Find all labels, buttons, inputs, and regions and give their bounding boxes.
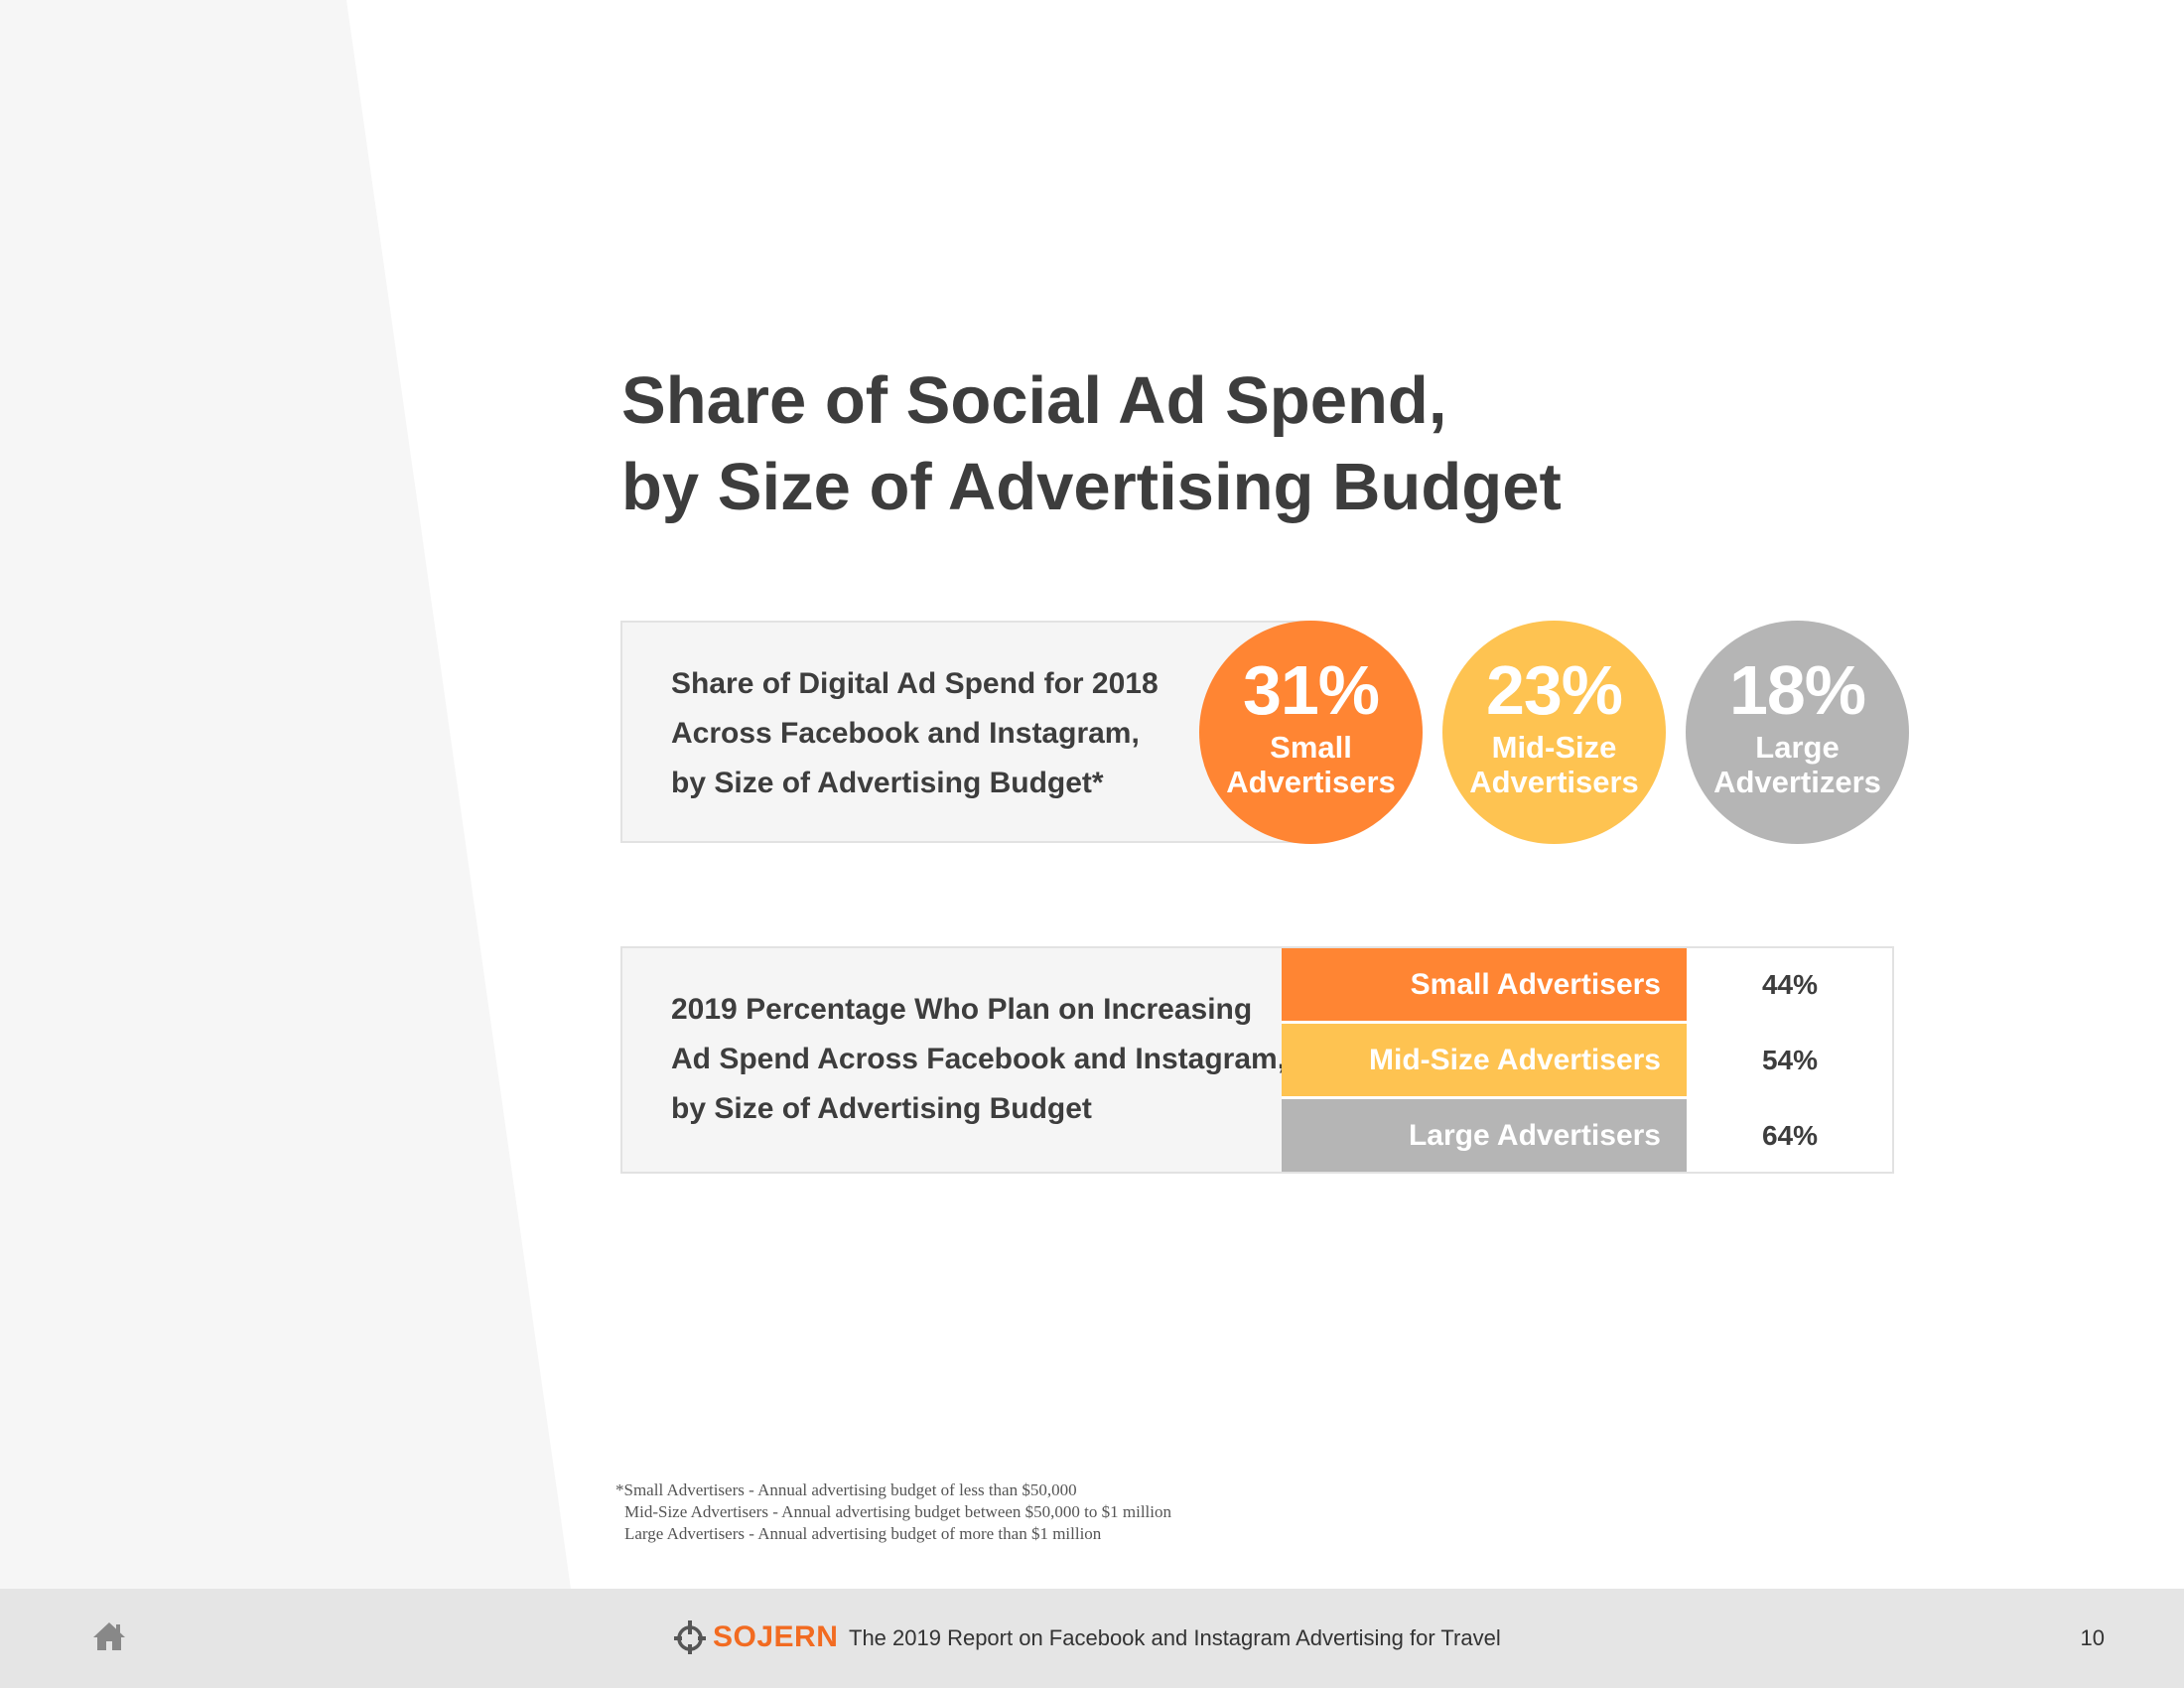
footer-bar: SOJERN The 2019 Report on Facebook and I… [0,1589,2184,1688]
row-label: Small Advertisers [1410,968,1661,1001]
row-divider [1282,1021,1687,1024]
footnote: *Small Advertisers - Annual advertising … [615,1479,1608,1545]
logo-text: SOJERN [713,1620,839,1653]
stat-value: 18% [1728,651,1866,729]
stat-label: Large [1755,730,1840,765]
large-advertisers-row: Large Advertisers [1282,1099,1687,1172]
stat-label: Small [1270,730,1352,765]
mid-size-advertisers-share-circle: 23% Mid-Size Advertisers [1442,621,1666,844]
footnote-line-3: Large Advertisers - Annual advertising b… [624,1524,1102,1543]
heading-line-2: Across Facebook and Instagram, [671,717,1140,750]
row-label: Large Advertisers [1408,1119,1661,1152]
mid-size-advertisers-value: 54% [1761,1045,1819,1075]
footnote-line-1: *Small Advertisers - Annual advertising … [615,1480,1077,1499]
heading-line-1: Share of Digital Ad Spend for 2018 [671,667,1159,700]
large-advertisers-value: 64% [1761,1120,1819,1151]
heading-line-3: by Size of Advertising Budget* [671,767,1104,799]
page-title-line-1: Share of Social Ad Spend, [621,363,1447,438]
report-title: The 2019 Report on Facebook and Instagra… [849,1625,1501,1650]
increase-spend-heading-box [622,948,1282,1172]
stat-label: Advertisers [1469,765,1639,799]
stat-label: Advertisers [1226,765,1396,799]
heading-line-2: Ad Spend Across Facebook and Instagram, [671,1043,1287,1075]
row-label: Mid-Size Advertisers [1369,1044,1661,1076]
small-advertisers-share-circle: 31% Small Advertisers [1199,621,1423,844]
stat-label: Advertizers [1713,765,1881,799]
heading-line-3: by Size of Advertising Budget [671,1092,1092,1125]
small-advertisers-row: Small Advertisers [1282,948,1687,1021]
page-number: 10 [2080,1625,2105,1650]
large-advertisers-share-circle: 18% Large Advertizers [1686,621,1909,844]
stat-value: 31% [1242,651,1380,729]
page-title: Share of Social Ad Spend, by Size of Adv… [621,357,1813,530]
footnote-line-2: Mid-Size Advertisers - Annual advertisin… [624,1502,1171,1521]
stat-label: Mid-Size [1491,730,1617,765]
heading-line-1: 2019 Percentage Who Plan on Increasing [671,993,1253,1026]
small-advertisers-value: 44% [1761,969,1819,1000]
digital-ad-spend-heading: Share of Digital Ad Spend for 2018 Acros… [671,659,1227,808]
home-icon[interactable] [92,1620,126,1652]
stat-value: 23% [1485,651,1623,729]
increase-spend-heading: 2019 Percentage Who Plan on Increasing A… [671,985,1287,1134]
mid-size-advertisers-row: Mid-Size Advertisers [1282,1024,1687,1096]
sojern-logo: SOJERN [673,1618,838,1657]
page-title-line-2: by Size of Advertising Budget [621,450,1562,524]
sojern-logo-icon [674,1620,706,1654]
row-divider [1282,1096,1687,1099]
